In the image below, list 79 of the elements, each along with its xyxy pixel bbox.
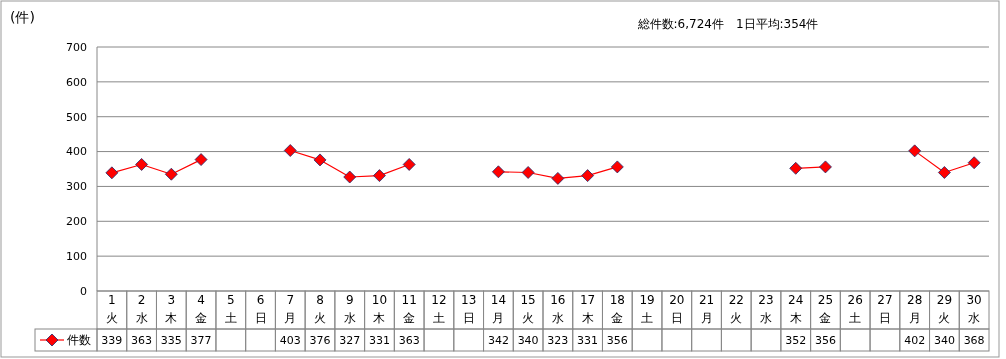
data-label: 403 (279, 334, 301, 347)
point (938, 166, 951, 179)
point (581, 169, 594, 183)
x-tick-label: 25 金 (817, 293, 834, 325)
point (967, 156, 981, 170)
x-tick-label: 19 土 (639, 293, 655, 325)
data-label: 323 (547, 334, 569, 347)
data-label: 327 (339, 334, 361, 347)
point (610, 160, 624, 174)
x-tick-label: 13 日 (461, 293, 477, 325)
x-tick-label: 21 月 (698, 293, 715, 325)
x-tick-label: 17 木 (579, 293, 596, 325)
point (194, 153, 208, 166)
point (164, 167, 178, 181)
x-tick-label: 29 火 (936, 293, 953, 325)
data-label: 376 (309, 334, 331, 347)
data-label: 339 (101, 334, 123, 347)
x-tick-label: 4 金 (195, 293, 208, 325)
y-axis-title: (件) (10, 9, 35, 25)
point (283, 144, 297, 157)
y-tick-label: 300 (66, 180, 87, 194)
data-label: 340 (933, 334, 955, 347)
y-tick-label: 600 (66, 75, 87, 89)
point (313, 153, 327, 167)
data-label: 335 (160, 334, 182, 347)
x-tick-label: 7 月 (284, 293, 297, 325)
legend-label: 件数 (67, 333, 91, 347)
x-tick-label: 6 日 (254, 293, 267, 325)
data-label: 356 (814, 334, 836, 347)
x-tick-label: 3 木 (165, 293, 178, 325)
point (819, 160, 832, 174)
x-tick-label: 9 水 (343, 293, 356, 325)
x-tick-label: 20 日 (669, 293, 685, 325)
x-tick-label: 8 火 (314, 293, 326, 325)
y-tick-label: 500 (66, 110, 87, 124)
data-label: 377 (190, 334, 212, 347)
x-tick-label: 27 日 (877, 293, 893, 325)
data-label: 342 (487, 334, 509, 347)
x-tick-label: 5 土 (224, 293, 237, 325)
x-tick-label: 30 水 (966, 293, 982, 325)
data-label: 363 (131, 334, 153, 347)
data-label: 331 (577, 334, 599, 347)
data-label: 363 (398, 334, 420, 347)
x-tick-label: 1 火 (105, 293, 118, 325)
data-label: 356 (606, 334, 628, 347)
text: 総件数:6,724件 1日平均:354件 (636, 17, 819, 31)
y-tick-label: 0 (80, 284, 87, 298)
point (521, 166, 535, 179)
x-tick-label: 23 水 (758, 293, 774, 325)
point (551, 172, 565, 185)
y-tick-label: 700 (66, 40, 87, 54)
x-tick-label: 2 水 (135, 293, 148, 325)
x-tick-label: 26 土 (847, 293, 863, 325)
x-tick-label: 24 木 (788, 293, 804, 325)
data-label: 340 (517, 334, 539, 347)
x-tick-label: 15 火 (520, 293, 536, 325)
x-tick-label: 18 金 (609, 293, 625, 325)
x-tick-label: 14 月 (490, 293, 507, 325)
point (105, 166, 119, 180)
point (789, 161, 803, 175)
y-tick-label: 100 (66, 249, 87, 263)
x-tick-label: 12 土 (431, 293, 447, 325)
x-tick-label: 10 木 (371, 293, 388, 325)
data-label: 352 (785, 334, 807, 347)
point (373, 169, 386, 183)
point (343, 170, 357, 184)
data-label: 402 (904, 334, 926, 347)
data-label: 331 (368, 334, 390, 347)
point (135, 158, 148, 171)
x-tick-label: 28 月 (907, 293, 923, 325)
x-tick-label: 22 火 (728, 293, 744, 325)
data-label: 368 (963, 334, 985, 347)
y-tick-label: 400 (66, 145, 87, 159)
y-tick-label: 200 (66, 215, 87, 229)
point (402, 158, 416, 171)
x-tick-label: 16 水 (550, 293, 566, 325)
point (492, 165, 505, 179)
point (908, 144, 922, 158)
x-tick-label: 11 金 (401, 293, 417, 325)
